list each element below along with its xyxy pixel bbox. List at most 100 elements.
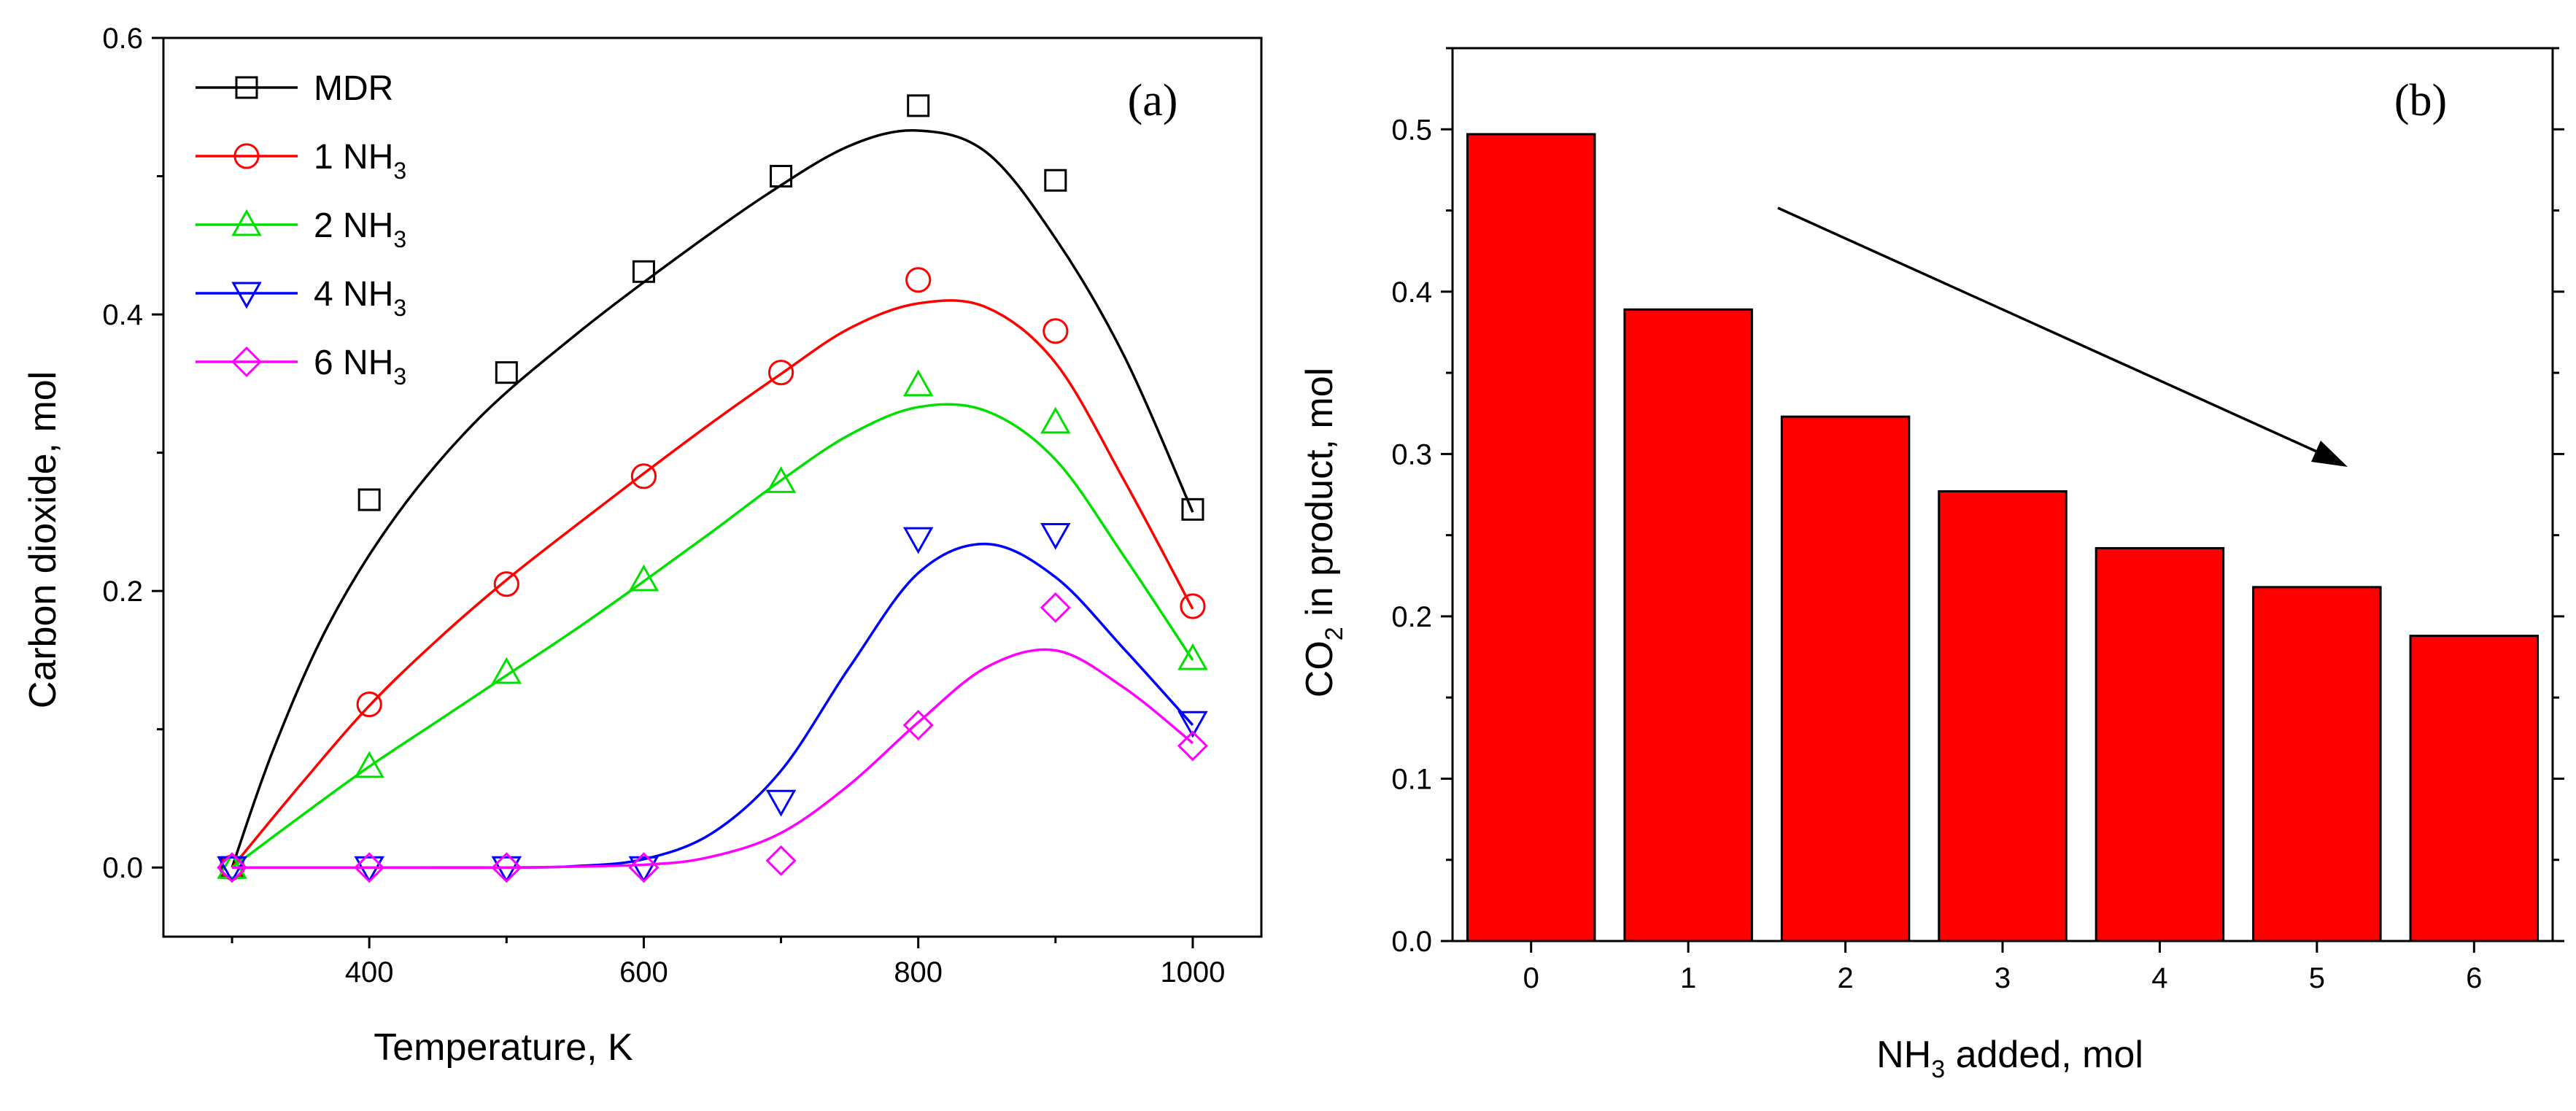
panel-a-x-tick-label: 400 (345, 956, 394, 988)
series-2-nh3 (217, 369, 1208, 879)
data-point (905, 267, 932, 293)
data-point (217, 852, 248, 883)
legend-label: 2 NH3 (314, 206, 406, 252)
panel-b-y-axis-title: CO2 in product, mol (1299, 368, 1348, 697)
panel-b-x-tick-label: 6 (2466, 962, 2482, 994)
panel-a-y-tick-label: 0.4 (102, 299, 143, 331)
panel-b-y-tick-label: 0.4 (1391, 276, 1432, 309)
data-point (1177, 711, 1208, 738)
panel-a: (a) Temperature, K Carbon dioxide, mol 4… (22, 23, 1263, 1069)
trend-arrow-line (1777, 206, 2335, 461)
panel-b-x-tick-label: 1 (1680, 962, 1696, 994)
data-point (491, 657, 522, 684)
bar-0 (1466, 133, 1596, 942)
trend-arrow-head (2311, 441, 2348, 467)
panel-a-x-tick-label: 1000 (1160, 956, 1225, 988)
panel-a-x-axis-title: Temperature, K (374, 1026, 633, 1069)
data-point (767, 360, 794, 386)
data-point (1044, 169, 1067, 192)
data-point (770, 165, 793, 188)
data-point (628, 852, 660, 883)
legend-marker (235, 76, 258, 99)
data-point (495, 361, 518, 384)
data-point (1043, 318, 1069, 344)
trend-arrow (1777, 206, 2348, 467)
panel-b-x-tick-label: 5 (2309, 962, 2325, 994)
data-point (356, 691, 382, 718)
legend-label: 1 NH3 (314, 138, 406, 184)
data-point (354, 852, 385, 883)
data-point (765, 789, 797, 817)
legend-marker (231, 209, 262, 236)
bar-2 (1780, 415, 1911, 942)
data-point (765, 466, 797, 493)
data-point (1181, 498, 1204, 521)
panel-a-y-tick-label: 0.6 (102, 23, 143, 55)
panel-b-x-axis-title: NH3 added, mol (1876, 1034, 2143, 1083)
data-point (628, 564, 660, 592)
fit-curve (231, 403, 1194, 869)
legend-marker (231, 282, 262, 309)
data-point (1040, 522, 1071, 550)
panel-a-plot-frame (162, 36, 1263, 938)
series-4-nh3 (217, 522, 1208, 883)
data-point (491, 852, 522, 883)
data-point (1040, 592, 1071, 623)
data-point (628, 856, 660, 883)
data-point (1177, 643, 1208, 670)
panel-b-y-tick-label: 0.2 (1391, 601, 1432, 633)
panel-b-label: (b) (2394, 76, 2447, 125)
fit-curve (232, 542, 1194, 870)
panel-a-y-tick-label: 0.0 (102, 852, 143, 884)
legend-item: 4 NH3 (196, 275, 406, 321)
bar-5 (2252, 586, 2382, 942)
legend-marker (233, 143, 260, 169)
data-point (1040, 406, 1071, 434)
fit-curve (231, 129, 1194, 868)
data-point (354, 751, 384, 778)
legend-marker (231, 346, 263, 378)
data-point (217, 851, 247, 879)
legend-item: 2 NH3 (196, 206, 406, 252)
series-6-nh3 (217, 592, 1208, 883)
data-point (765, 845, 797, 876)
panel-b: (b) NH3 added, mol CO2 in product, mol 0… (1299, 47, 2564, 1083)
bar-4 (2095, 546, 2225, 942)
legend-item: 6 NH3 (196, 344, 406, 390)
panel-b-x-tick-label: 0 (1523, 962, 1539, 994)
panel-b-y-tick-label: 0.1 (1391, 763, 1432, 795)
data-point (1180, 593, 1206, 619)
legend-item: 1 NH3 (196, 138, 406, 184)
data-point (907, 94, 930, 117)
panel-b-x-tick-label: 2 (1837, 962, 1853, 994)
data-point (902, 369, 934, 397)
panel-a-y-axis-title: Carbon dioxide, mol (22, 371, 64, 708)
data-point (902, 709, 934, 741)
data-point (902, 527, 934, 554)
panel-a-y-tick-label: 0.2 (102, 576, 143, 608)
bar-1 (1623, 308, 1753, 942)
legend-label: 4 NH3 (314, 275, 406, 321)
bar-6 (2409, 635, 2540, 942)
data-point (354, 856, 384, 883)
fit-curve (232, 648, 1194, 870)
legend: MDR 1 NH3 2 NH3 4 NH3 6 NH3 (196, 69, 406, 390)
legend-label: MDR (314, 69, 393, 108)
legend-label: 6 NH3 (314, 344, 406, 390)
data-point (1177, 730, 1208, 762)
panel-a-label: (a) (1128, 76, 1178, 125)
data-point (632, 260, 655, 283)
data-point (357, 488, 381, 511)
panel-b-y-tick-label: 0.5 (1391, 114, 1432, 146)
data-point (491, 856, 522, 883)
fit-curve (231, 299, 1194, 869)
data-point (217, 856, 247, 883)
bar-3 (1938, 490, 2068, 942)
panel-a-x-tick-label: 600 (619, 956, 668, 988)
panel-b-y-tick-label: 0.0 (1391, 926, 1432, 958)
panel-a-x-tick-label: 800 (894, 956, 943, 988)
data-point (630, 463, 657, 489)
data-point (493, 571, 519, 597)
panel-b-x-tick-label: 4 (2151, 962, 2167, 994)
